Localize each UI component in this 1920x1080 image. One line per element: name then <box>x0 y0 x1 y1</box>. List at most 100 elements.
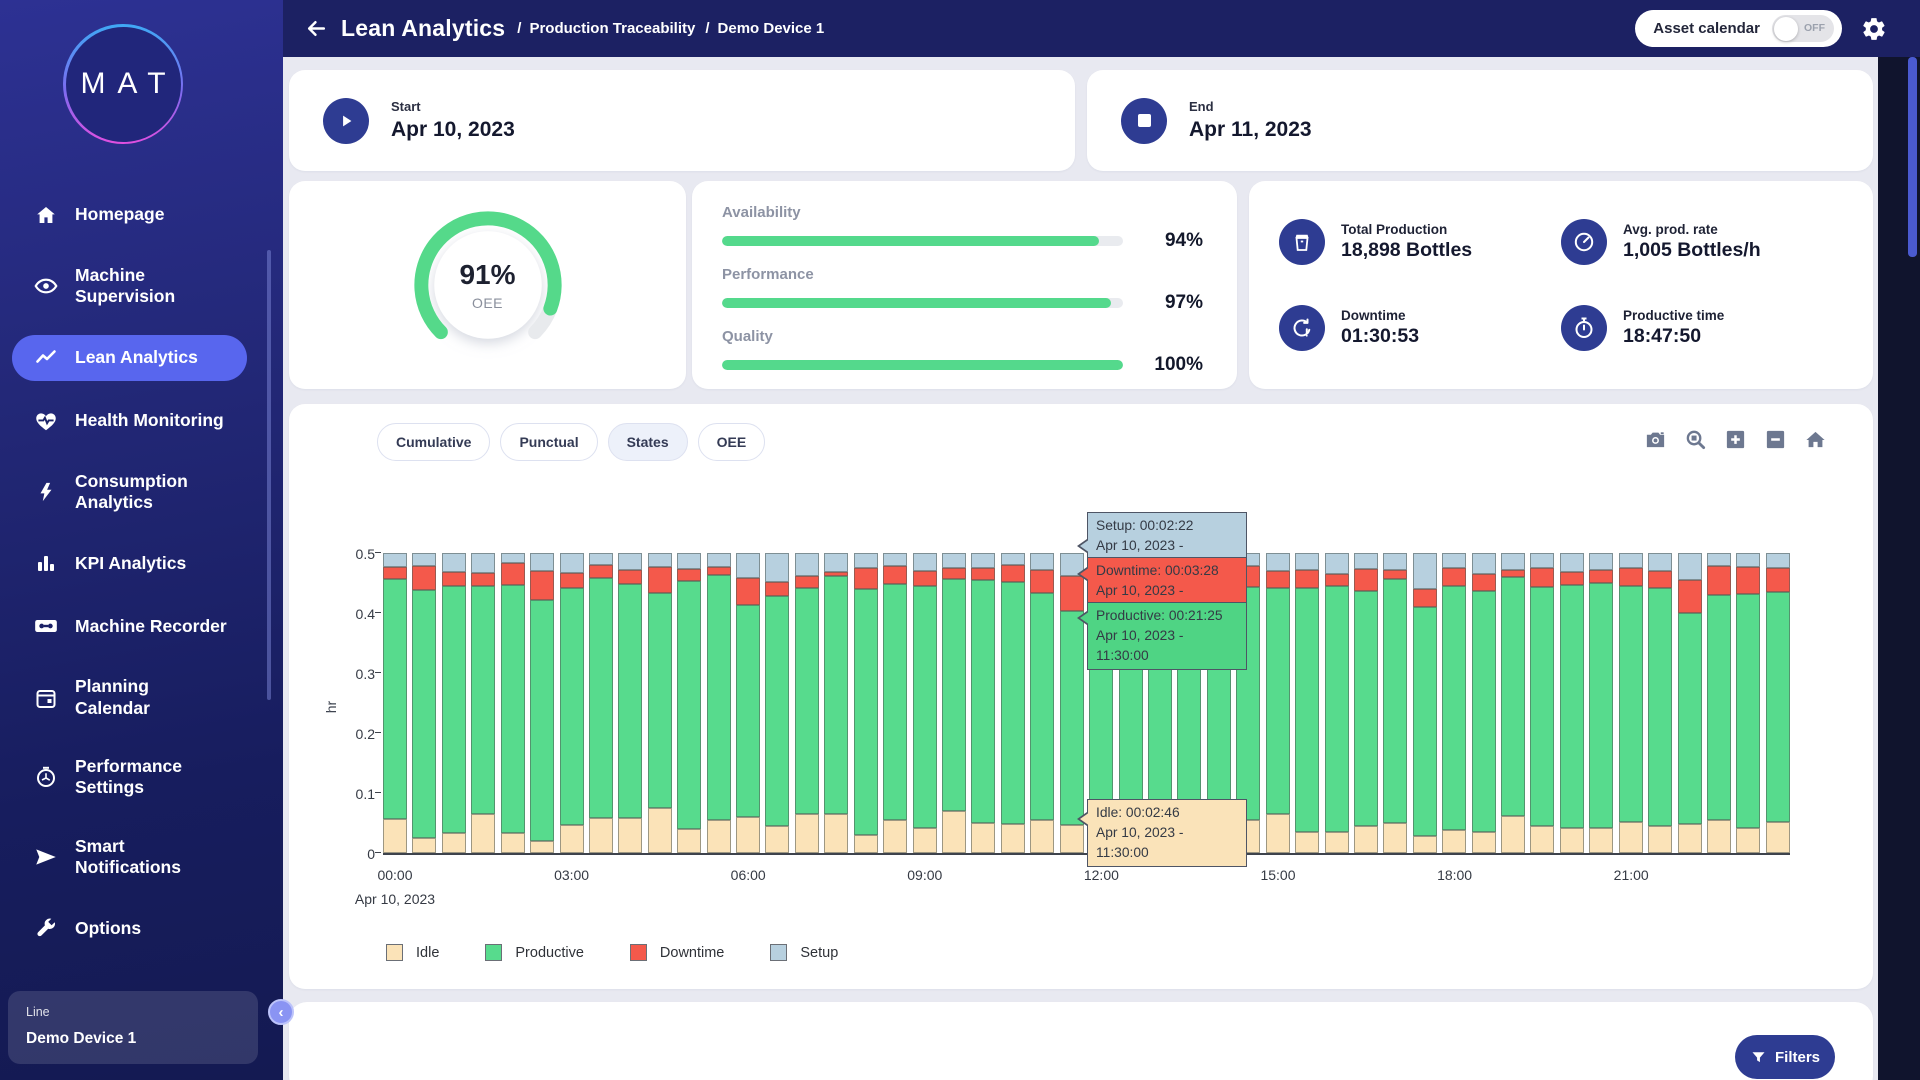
bar-segment-productive[interactable] <box>824 576 848 814</box>
bar-segment-idle[interactable] <box>501 833 525 853</box>
bar-segment-idle[interactable] <box>1530 826 1554 853</box>
bar-segment-downtime[interactable] <box>589 565 613 578</box>
breadcrumb-item-production-traceability[interactable]: /Production Traceability <box>517 20 695 37</box>
bar-segment-idle[interactable] <box>1030 820 1054 853</box>
bar-segment-setup[interactable] <box>1354 553 1378 569</box>
bar-segment-setup[interactable] <box>1295 553 1319 570</box>
bar-04:00[interactable] <box>618 553 642 853</box>
bar-segment-productive[interactable] <box>471 586 495 814</box>
bar-segment-downtime[interactable] <box>1560 572 1584 585</box>
bar-segment-downtime[interactable] <box>1530 568 1554 587</box>
bar-segment-idle[interactable] <box>1766 822 1790 853</box>
bar-20:00[interactable] <box>1560 553 1584 853</box>
bar-segment-idle[interactable] <box>1619 822 1643 853</box>
bar-07:00[interactable] <box>795 553 819 853</box>
legend-item-setup[interactable]: Setup <box>770 944 838 961</box>
bar-segment-idle[interactable] <box>1060 825 1084 853</box>
toggle-switch[interactable]: OFF <box>1772 15 1834 42</box>
bar-segment-idle[interactable] <box>648 808 672 853</box>
bar-segment-idle[interactable] <box>1736 828 1760 853</box>
bar-segment-productive[interactable] <box>1766 592 1790 822</box>
bar-segment-downtime[interactable] <box>560 573 584 587</box>
bar-09:00[interactable] <box>913 553 937 853</box>
bar-segment-downtime[interactable] <box>854 568 878 589</box>
bar-segment-setup[interactable] <box>1442 553 1466 568</box>
bar-segment-productive[interactable] <box>530 600 554 841</box>
bar-segment-setup[interactable] <box>1736 553 1760 567</box>
bar-segment-productive[interactable] <box>1619 586 1643 822</box>
bar-19:00[interactable] <box>1501 553 1525 853</box>
bar-02:30[interactable] <box>530 553 554 853</box>
bar-segment-idle[interactable] <box>1442 830 1466 853</box>
bar-05:00[interactable] <box>677 553 701 853</box>
bar-segment-idle[interactable] <box>736 817 760 853</box>
bar-segment-downtime[interactable] <box>1589 570 1613 583</box>
bar-00:00[interactable] <box>383 553 407 853</box>
bar-segment-productive[interactable] <box>736 605 760 817</box>
bar-segment-setup[interactable] <box>1648 553 1672 571</box>
bar-23:00[interactable] <box>1736 553 1760 853</box>
bar-segment-idle[interactable] <box>1354 826 1378 853</box>
bar-11:00[interactable] <box>1030 553 1054 853</box>
sidebar-item-options[interactable]: Options <box>0 905 283 951</box>
bar-segment-productive[interactable] <box>383 579 407 820</box>
sidebar-item-machine-supervision[interactable]: Machine Supervision <box>0 255 283 318</box>
bar-segment-downtime[interactable] <box>1383 570 1407 579</box>
bar-segment-idle[interactable] <box>1383 823 1407 853</box>
bar-segment-productive[interactable] <box>1325 586 1349 832</box>
bar-segment-idle[interactable] <box>942 811 966 853</box>
bar-segment-setup[interactable] <box>883 553 907 566</box>
bar-segment-productive[interactable] <box>942 579 966 811</box>
bar-segment-setup[interactable] <box>560 553 584 573</box>
bar-segment-downtime[interactable] <box>971 568 995 580</box>
bar-segment-idle[interactable] <box>854 835 878 853</box>
bar-segment-idle[interactable] <box>442 833 466 853</box>
bar-segment-setup[interactable] <box>1383 553 1407 570</box>
bar-segment-downtime[interactable] <box>1295 570 1319 588</box>
bar-segment-setup[interactable] <box>383 553 407 567</box>
sidebar-item-performance-settings[interactable]: Performance Settings <box>0 746 283 809</box>
bar-05:30[interactable] <box>707 553 731 853</box>
bar-segment-downtime[interactable] <box>883 566 907 584</box>
bar-segment-productive[interactable] <box>501 585 525 833</box>
bar-segment-setup[interactable] <box>1589 553 1613 570</box>
bar-segment-productive[interactable] <box>1472 591 1496 832</box>
bar-segment-idle[interactable] <box>913 828 937 853</box>
bar-segment-setup[interactable] <box>1001 553 1025 565</box>
sidebar-item-smart-notifications[interactable]: Smart Notifications <box>0 826 283 889</box>
bar-segment-idle[interactable] <box>1501 816 1525 853</box>
bar-segment-downtime[interactable] <box>795 576 819 588</box>
bar-03:00[interactable] <box>560 553 584 853</box>
bar-segment-downtime[interactable] <box>1266 571 1290 588</box>
bar-segment-setup[interactable] <box>677 553 701 569</box>
bar-segment-productive[interactable] <box>795 588 819 814</box>
bar-segment-idle[interactable] <box>707 820 731 853</box>
bar-segment-setup[interactable] <box>412 553 436 566</box>
bar-segment-setup[interactable] <box>971 553 995 568</box>
bar-segment-downtime[interactable] <box>1030 570 1054 593</box>
bar-01:00[interactable] <box>442 553 466 853</box>
bar-segment-downtime[interactable] <box>471 573 495 586</box>
bar-01:30[interactable] <box>471 553 495 853</box>
tab-oee[interactable]: OEE <box>698 423 766 461</box>
bar-segment-idle[interactable] <box>971 823 995 853</box>
bar-segment-productive[interactable] <box>677 581 701 829</box>
bar-segment-idle[interactable] <box>1266 814 1290 853</box>
bar-segment-productive[interactable] <box>971 580 995 823</box>
bar-segment-setup[interactable] <box>1030 553 1054 570</box>
bar-segment-idle[interactable] <box>1472 832 1496 853</box>
bar-20:30[interactable] <box>1589 553 1613 853</box>
filters-button[interactable]: Filters <box>1735 1035 1835 1079</box>
bar-segment-productive[interactable] <box>913 586 937 828</box>
bar-segment-downtime[interactable] <box>501 563 525 585</box>
bar-segment-setup[interactable] <box>1472 553 1496 574</box>
camera-icon[interactable] <box>1644 428 1667 451</box>
bar-19:30[interactable] <box>1530 553 1554 853</box>
bar-16:00[interactable] <box>1325 553 1349 853</box>
bar-segment-setup[interactable] <box>530 553 554 571</box>
bar-08:30[interactable] <box>883 553 907 853</box>
bar-17:00[interactable] <box>1383 553 1407 853</box>
bar-18:00[interactable] <box>1442 553 1466 853</box>
sidebar-item-planning-calendar[interactable]: Planning Calendar <box>0 666 283 729</box>
bar-segment-setup[interactable] <box>471 553 495 573</box>
